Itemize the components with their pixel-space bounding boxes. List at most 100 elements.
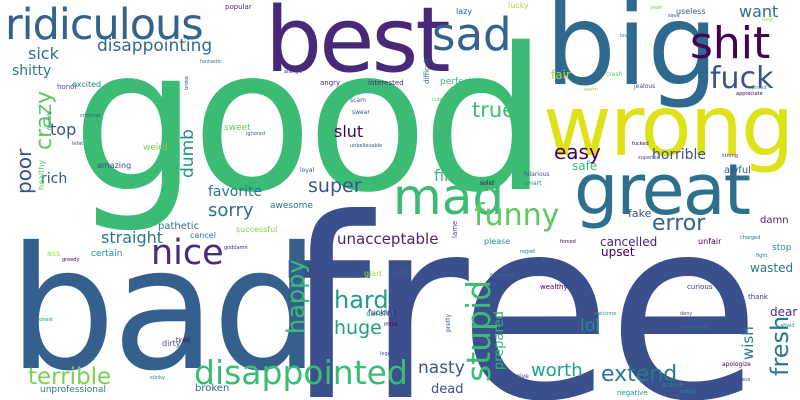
word-honor: honor bbox=[57, 83, 78, 91]
word-interested: interested bbox=[368, 79, 404, 87]
word-healthy: healthy bbox=[37, 159, 46, 190]
word-hard: hard bbox=[334, 286, 389, 314]
word-pretty: pretty bbox=[445, 313, 452, 332]
word-sweet: sweet bbox=[224, 123, 251, 133]
word-disappointed: disappointed bbox=[194, 353, 408, 392]
word-wrong: wrong bbox=[543, 77, 794, 175]
word-appreciate: appreciate bbox=[736, 91, 763, 97]
word-legal: legal bbox=[380, 351, 393, 357]
word-charged: charged bbox=[740, 235, 761, 241]
word-gross: gross bbox=[500, 383, 517, 390]
word-scam: scam bbox=[350, 97, 366, 104]
word-regret: regret bbox=[520, 249, 536, 255]
word-ignored: ignored bbox=[246, 131, 265, 137]
word-certain: certain bbox=[91, 249, 123, 259]
word-difficult: difficult bbox=[423, 57, 431, 84]
word-dumb: dumb bbox=[178, 129, 198, 178]
word-smart: smart bbox=[524, 180, 542, 187]
word-forgive: forgive bbox=[508, 373, 529, 380]
word-straight: straight bbox=[101, 228, 164, 247]
word-please: please bbox=[484, 237, 511, 246]
word-poor: poor bbox=[12, 148, 36, 194]
word-greedy: greedy bbox=[62, 257, 80, 263]
word-amazing: amazing bbox=[97, 161, 132, 170]
word-broke: broke bbox=[184, 76, 190, 90]
word-sad: sad bbox=[432, 8, 512, 61]
word-allergic: allergic bbox=[284, 69, 303, 75]
word-angry: angry bbox=[320, 79, 341, 87]
word-save: save bbox=[668, 13, 680, 19]
word-big: big bbox=[545, 0, 719, 111]
word-forced: forced bbox=[560, 239, 576, 245]
word-cancel: cancel bbox=[190, 231, 216, 240]
word-pathetic: pathetic bbox=[158, 221, 200, 232]
word-stinky: stinky bbox=[150, 375, 165, 381]
word-suck: suck bbox=[390, 267, 409, 276]
word-deny: deny bbox=[680, 311, 693, 317]
word-wealthy: wealthy bbox=[540, 283, 568, 291]
word-thank: thank bbox=[748, 293, 768, 301]
word-active: active bbox=[662, 381, 684, 389]
word-careful: careful bbox=[366, 309, 394, 318]
word-lol: lol bbox=[580, 316, 600, 336]
word-slut: slut bbox=[334, 122, 364, 141]
word-fucking: fucking bbox=[368, 308, 398, 317]
word-glad: glad bbox=[364, 269, 382, 278]
word-unfair: unfair bbox=[698, 237, 722, 246]
word-friendly: friendly bbox=[47, 111, 53, 130]
word-fake: fake bbox=[628, 207, 652, 220]
word-useless: useless bbox=[676, 7, 706, 16]
word-wish: wish bbox=[739, 326, 757, 360]
word-afraid: afraid bbox=[780, 323, 795, 329]
word-strong: strong bbox=[722, 153, 738, 159]
word-easy: easy bbox=[554, 140, 601, 164]
word-wasted: wasted bbox=[750, 261, 794, 275]
word-awful: awful bbox=[724, 165, 751, 176]
word-fine: fine bbox=[434, 166, 465, 185]
word-fantastic: fantastic bbox=[200, 59, 222, 65]
word-curious: curious bbox=[687, 283, 713, 291]
word-fight: fight bbox=[756, 253, 768, 259]
word-happy: happy bbox=[282, 259, 310, 334]
word-bad: bad bbox=[8, 211, 320, 400]
word-honest: honest bbox=[36, 317, 54, 323]
word-sick: sick bbox=[28, 44, 59, 63]
word-crash: crash bbox=[606, 71, 623, 78]
word-proud: proud bbox=[752, 85, 767, 91]
word-terrible: terrible bbox=[28, 364, 112, 390]
word-criminal: criminal bbox=[80, 113, 101, 119]
word-cancelled: cancelled bbox=[600, 235, 658, 249]
word-disappeared: disappeared bbox=[548, 385, 579, 391]
word-unacceptable: unacceptable bbox=[337, 230, 439, 248]
word-warm: warm bbox=[584, 87, 598, 93]
word-welcome: welcome bbox=[594, 311, 617, 317]
word-jealous: jealous bbox=[634, 83, 656, 90]
word-fuck: fuck bbox=[710, 61, 774, 96]
word-ass: ass bbox=[47, 249, 61, 258]
word-popular: popular bbox=[225, 3, 252, 11]
word-apologize: apologize bbox=[722, 361, 751, 368]
word-shitty: shitty bbox=[12, 63, 52, 79]
word-best: best bbox=[265, 0, 451, 93]
word-lucky: lucky bbox=[508, 1, 529, 10]
word-stop: stop bbox=[772, 243, 792, 253]
word-miss: miss bbox=[384, 321, 398, 328]
word-prepared: prepared bbox=[492, 311, 507, 370]
word-sorry: sorry bbox=[208, 200, 254, 221]
word-fair: fair bbox=[551, 68, 571, 82]
word-great: great bbox=[574, 149, 751, 231]
word-lame: lame bbox=[451, 220, 459, 238]
word-yeah: yeah bbox=[650, 5, 663, 11]
word-favorite: favorite bbox=[208, 184, 263, 200]
word-shit: shit bbox=[690, 18, 771, 69]
word-disappointing: disappointing bbox=[97, 36, 213, 56]
word-loyal: loyal bbox=[300, 167, 315, 174]
word-superior: superior bbox=[638, 155, 659, 161]
word-upset: upset bbox=[601, 245, 635, 259]
word-horrible: horrible bbox=[652, 147, 706, 163]
word-broken: broken bbox=[195, 383, 230, 394]
word-tired: tired bbox=[176, 337, 190, 344]
word-fucked: fucked bbox=[632, 141, 649, 147]
word-dead: dead bbox=[431, 382, 464, 397]
